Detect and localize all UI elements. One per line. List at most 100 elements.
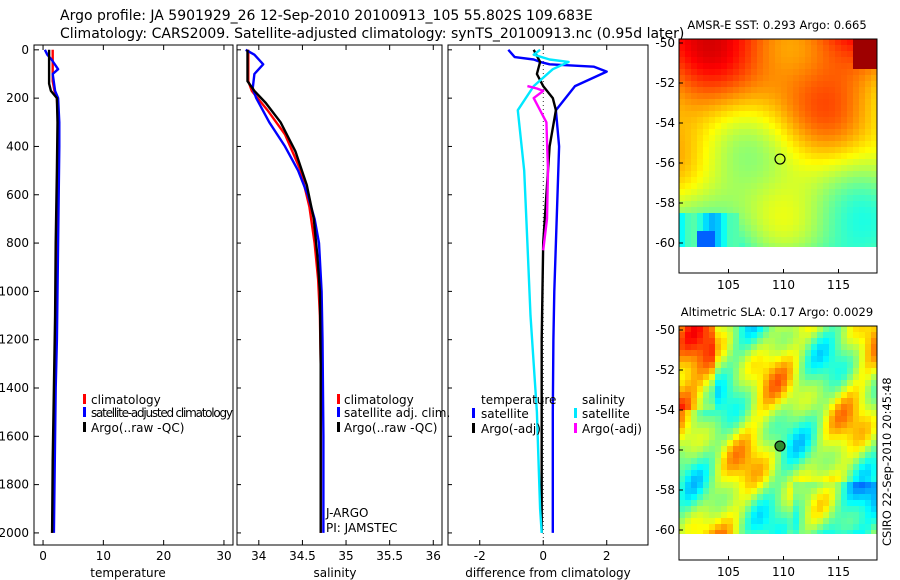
heatmap-cell: [745, 159, 751, 165]
heatmap-cell: [817, 99, 823, 105]
heatmap-cell: [739, 183, 745, 189]
series-line-black-2: [47, 49, 59, 533]
heatmap-cell: [781, 81, 787, 87]
heatmap-cell: [715, 93, 721, 99]
heatmap-cell: [871, 494, 877, 500]
heatmap-cell: [787, 177, 793, 183]
heatmap-cell: [859, 374, 865, 380]
heatmap-cell: [799, 75, 805, 81]
heatmap-cell: [811, 63, 817, 69]
heatmap-cell: [691, 99, 697, 105]
heatmap-cell: [841, 129, 847, 135]
heatmap-cell: [829, 117, 835, 123]
heatmap-cell: [715, 422, 721, 428]
heatmap-cell: [733, 380, 739, 386]
heatmap-cell: [709, 386, 715, 392]
heatmap-cell: [841, 93, 847, 99]
heatmap-cell: [853, 500, 859, 506]
heatmap-cell: [811, 362, 817, 368]
heatmap-cell: [793, 159, 799, 165]
heatmap-cell: [775, 386, 781, 392]
heatmap-cell: [787, 392, 793, 398]
heatmap-cell: [835, 213, 841, 219]
heatmap-cell: [769, 416, 775, 422]
heatmap-cell: [763, 87, 769, 93]
heatmap-cell: [841, 135, 847, 141]
heatmap-cell: [811, 183, 817, 189]
heatmap-cell: [685, 219, 691, 225]
heatmap-cell: [793, 93, 799, 99]
heatmap-cell: [727, 111, 733, 117]
heatmap-cell: [751, 117, 757, 123]
heatmap-cell: [847, 524, 853, 530]
heatmap-cell: [829, 422, 835, 428]
heatmap-cell: [685, 458, 691, 464]
heatmap-cell: [733, 512, 739, 518]
heatmap-cell: [733, 410, 739, 416]
heatmap-cell: [733, 69, 739, 75]
heatmap-cell: [781, 326, 787, 332]
legend-group-temperature: temperature: [481, 393, 556, 407]
heatmap-cell: [715, 243, 721, 247]
heatmap-cell: [691, 362, 697, 368]
difference-legend: temperature satellite Argo(-adj) salinit…: [472, 393, 642, 436]
heatmap-cell: [793, 470, 799, 476]
heatmap-cell: [763, 123, 769, 129]
legend-swatch-temp-satellite: [472, 408, 475, 418]
heatmap-cell: [847, 356, 853, 362]
heatmap-cell: [817, 446, 823, 452]
heatmap-cell: [859, 518, 865, 524]
heatmap-cell: [775, 524, 781, 530]
heatmap-cell: [871, 57, 877, 63]
heatmap-cell: [763, 231, 769, 237]
heatmap-cell: [745, 380, 751, 386]
heatmap-cell: [865, 207, 871, 213]
heatmap-cell: [865, 171, 871, 177]
heatmap-cell: [805, 81, 811, 87]
heatmap-cell: [841, 225, 847, 231]
heatmap-cell: [703, 470, 709, 476]
heatmap-cell: [823, 458, 829, 464]
heatmap-cell: [775, 326, 781, 332]
heatmap-cell: [751, 518, 757, 524]
heatmap-cell: [853, 410, 859, 416]
heatmap-cell: [703, 506, 709, 512]
heatmap-cell: [697, 362, 703, 368]
heatmap-cell: [685, 213, 691, 219]
heatmap-cell: [763, 380, 769, 386]
heatmap-cell: [829, 129, 835, 135]
heatmap-cell: [739, 398, 745, 404]
heatmap-cell: [841, 81, 847, 87]
heatmap-cell: [757, 524, 763, 530]
heatmap-cell: [757, 326, 763, 332]
heatmap-cell: [829, 326, 835, 332]
heatmap-cell: [847, 452, 853, 458]
heatmap-cell: [865, 141, 871, 147]
heatmap-cell: [775, 87, 781, 93]
heatmap-cell: [715, 476, 721, 482]
heatmap-cell: [709, 201, 715, 207]
heatmap-cell: [769, 440, 775, 446]
heatmap-cell: [703, 464, 709, 470]
heatmap-cell: [805, 488, 811, 494]
heatmap-cell: [739, 524, 745, 530]
heatmap-cell: [811, 458, 817, 464]
heatmap-cell: [775, 452, 781, 458]
heatmap-cell: [769, 165, 775, 171]
heatmap-cell: [835, 356, 841, 362]
heatmap-cell: [769, 147, 775, 153]
heatmap-cell: [829, 428, 835, 434]
heatmap-cell: [799, 171, 805, 177]
heatmap-cell: [691, 183, 697, 189]
heatmap-cell: [817, 93, 823, 99]
heatmap-cell: [685, 51, 691, 57]
heatmap-cell: [757, 506, 763, 512]
heatmap-cell: [763, 464, 769, 470]
heatmap-cell: [703, 386, 709, 392]
heatmap-cell: [727, 452, 733, 458]
heatmap-cell: [757, 356, 763, 362]
heatmap-cell: [793, 374, 799, 380]
heatmap-cell: [745, 225, 751, 231]
heatmap-cell: [709, 147, 715, 153]
heatmap-cell: [871, 105, 877, 111]
